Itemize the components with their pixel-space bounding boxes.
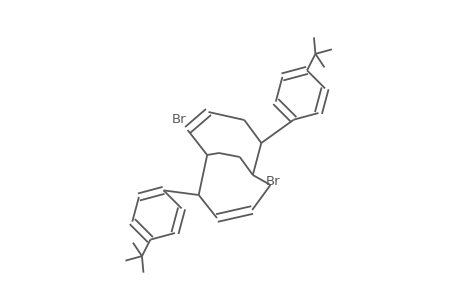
- Text: Br: Br: [172, 113, 186, 126]
- Text: Br: Br: [265, 175, 280, 188]
